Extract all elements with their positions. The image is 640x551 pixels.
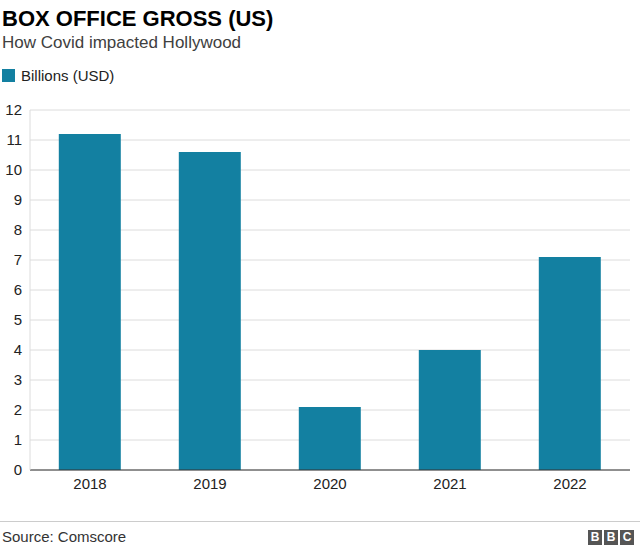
svg-text:5: 5 [14,311,22,328]
svg-text:2018: 2018 [73,475,106,492]
svg-text:4: 4 [14,341,22,358]
svg-text:9: 9 [14,191,22,208]
html-text:B: B [590,530,600,544]
svg-text:0: 0 [14,461,22,478]
svg-text:2019: 2019 [193,475,226,492]
html-text:Billions (USD): Billions (USD) [21,67,115,84]
html-text:B: B [606,530,616,544]
svg-text:12: 12 [8,101,22,118]
svg-text:7: 7 [14,251,22,268]
html-text:C: C [622,530,632,544]
svg-text:8: 8 [14,221,22,238]
svg-text:11: 11 [8,131,22,148]
svg-text:3: 3 [14,371,22,388]
html-text:BOX OFFICE GROSS (US): BOX OFFICE GROSS (US) [2,6,274,31]
html-text:Source: Comscore: Source: Comscore [2,528,127,545]
svg-text:2021: 2021 [433,475,466,492]
html-text:How Covid impacted Hollywood: How Covid impacted Hollywood [2,33,241,52]
svg-text:10: 10 [8,161,22,178]
svg-text:6: 6 [14,281,22,298]
svg-text:2020: 2020 [313,475,346,492]
svg-text:1: 1 [14,431,22,448]
svg-text:2022: 2022 [553,475,586,492]
svg-text:2: 2 [14,401,22,418]
